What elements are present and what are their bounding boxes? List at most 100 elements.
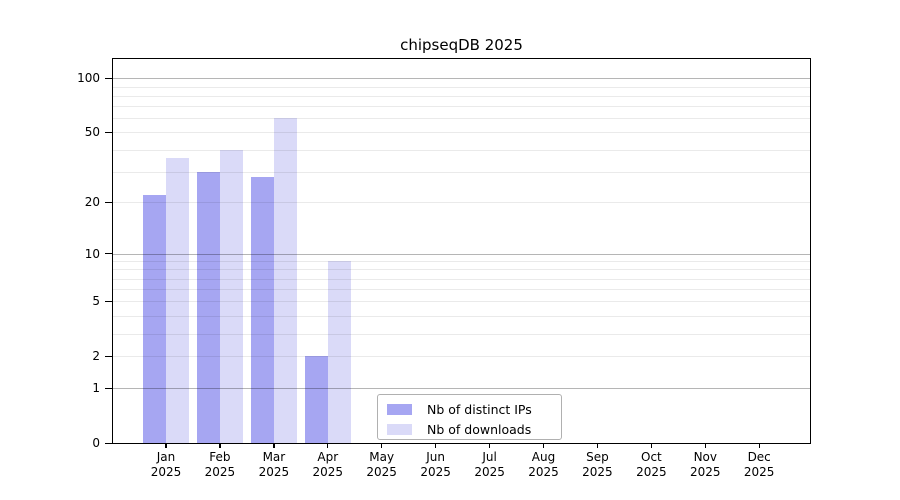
y-tick-0 bbox=[105, 442, 112, 444]
gridline-minor-90 bbox=[113, 86, 810, 88]
gridline-minor-30 bbox=[113, 171, 810, 173]
gridline-minor-2 bbox=[113, 356, 810, 358]
gridline-minor-8 bbox=[113, 269, 810, 271]
x-tick-dec bbox=[758, 444, 760, 448]
x-tick-year-oct: 2025 bbox=[636, 465, 667, 479]
legend-label-distinct-ips: Nb of distinct IPs bbox=[427, 402, 532, 417]
x-tick-label-sep: Sep 2025 bbox=[569, 450, 625, 480]
x-tick-year-jun: 2025 bbox=[420, 465, 451, 479]
gridline-minor-7 bbox=[113, 278, 810, 280]
x-tick-oct bbox=[650, 444, 653, 448]
x-tick-month-aug: Aug bbox=[531, 450, 556, 464]
x-tick-jun bbox=[435, 444, 437, 448]
x-tick-year-mar: 2025 bbox=[258, 465, 290, 479]
x-tick-month-jul: Jul bbox=[482, 450, 497, 464]
x-tick-label-aug: Aug 2025 bbox=[516, 450, 572, 480]
legend-label-downloads: Nb of downloads bbox=[427, 422, 532, 437]
gridline-major-1 bbox=[113, 388, 810, 390]
x-tick-jul bbox=[489, 444, 491, 448]
gridline-minor-3 bbox=[113, 333, 810, 335]
x-tick-label-dec: Dec 2025 bbox=[731, 450, 787, 480]
y-tick-label-100: 100 bbox=[77, 71, 100, 86]
x-tick-label-mar: Mar 2025 bbox=[246, 450, 302, 480]
x-tick-nov bbox=[704, 444, 706, 448]
x-tick-month-may: May bbox=[369, 450, 395, 464]
x-tick-year-jan: 2025 bbox=[150, 465, 182, 479]
x-tick-month-jan: Jan bbox=[156, 450, 176, 464]
chart-title: chipseqDB 2025 bbox=[400, 36, 523, 54]
y-tick-100 bbox=[105, 77, 112, 80]
x-tick-month-dec: Dec bbox=[747, 450, 771, 464]
gridline-major-10 bbox=[113, 253, 810, 255]
y-tick-label-2: 2 bbox=[92, 349, 100, 364]
bar-nb-of-downloads-apr bbox=[327, 261, 351, 443]
y-tick-label-20: 20 bbox=[84, 195, 100, 210]
gridline-minor-20 bbox=[113, 202, 810, 204]
bar-nb-of-downloads-feb bbox=[219, 149, 243, 443]
y-tick-5 bbox=[105, 300, 112, 303]
x-tick-month-sep: Sep bbox=[586, 450, 609, 464]
gridline-minor-60 bbox=[113, 118, 810, 120]
x-tick-label-nov: Nov 2025 bbox=[677, 450, 733, 480]
x-tick-label-oct: Oct 2025 bbox=[623, 450, 679, 480]
x-tick-jan bbox=[165, 444, 167, 448]
x-tick-aug bbox=[542, 444, 545, 448]
bar-nb-of-distinct-ips-jan bbox=[143, 195, 166, 443]
legend-swatch-distinct-ips-icon bbox=[387, 404, 412, 415]
gridline-minor-50 bbox=[113, 132, 810, 134]
plot-area bbox=[112, 58, 811, 444]
x-tick-label-jan: Jan 2025 bbox=[138, 450, 194, 480]
gridline-minor-80 bbox=[113, 95, 810, 97]
x-tick-month-nov: Nov bbox=[693, 450, 717, 464]
x-tick-year-jul: 2025 bbox=[474, 465, 505, 479]
x-tick-month-apr: Apr bbox=[317, 450, 339, 464]
legend: Nb of distinct IPs Nb of downloads bbox=[377, 394, 562, 440]
bar-nb-of-distinct-ips-feb bbox=[196, 171, 220, 443]
x-tick-apr bbox=[327, 444, 329, 448]
x-tick-year-sep: 2025 bbox=[582, 465, 613, 479]
gridline-major-100 bbox=[113, 78, 810, 80]
bar-nb-of-downloads-mar bbox=[273, 118, 297, 443]
legend-row-downloads: Nb of downloads bbox=[387, 421, 561, 438]
y-tick-label-0: 0 bbox=[92, 436, 100, 450]
x-tick-year-apr: 2025 bbox=[312, 465, 344, 479]
y-tick-1 bbox=[105, 387, 112, 389]
legend-swatch-downloads-icon bbox=[387, 424, 412, 435]
y-tick-20 bbox=[105, 201, 112, 204]
gridline-minor-6 bbox=[113, 289, 810, 291]
legend-row-distinct-ips: Nb of distinct IPs bbox=[387, 401, 561, 418]
y-tick-50 bbox=[105, 131, 112, 134]
x-tick-month-feb: Feb bbox=[209, 450, 231, 464]
bar-nb-of-distinct-ips-apr bbox=[304, 356, 328, 443]
bar-nb-of-distinct-ips-mar bbox=[250, 176, 274, 443]
x-tick-sep bbox=[596, 444, 599, 448]
gridline-minor-70 bbox=[113, 106, 810, 108]
bar-nb-of-downloads-jan bbox=[166, 157, 189, 443]
y-tick-label-10: 10 bbox=[84, 246, 100, 261]
gridline-minor-9 bbox=[113, 261, 810, 263]
x-tick-may bbox=[381, 444, 383, 448]
x-tick-year-nov: 2025 bbox=[690, 465, 721, 479]
gridline-minor-40 bbox=[113, 149, 810, 151]
x-tick-label-jun: Jun 2025 bbox=[408, 450, 464, 480]
x-tick-label-apr: Apr 2025 bbox=[300, 450, 356, 480]
gridline-minor-5 bbox=[113, 301, 810, 303]
x-tick-year-aug: 2025 bbox=[528, 465, 559, 479]
x-tick-month-mar: Mar bbox=[262, 450, 286, 464]
y-tick-2 bbox=[105, 355, 112, 357]
x-tick-month-jun: Jun bbox=[426, 450, 445, 464]
x-tick-year-feb: 2025 bbox=[204, 465, 236, 479]
y-tick-label-1: 1 bbox=[92, 381, 100, 396]
x-tick-label-jul: Jul 2025 bbox=[462, 450, 518, 480]
gridline-minor-4 bbox=[113, 315, 810, 317]
x-tick-feb bbox=[219, 444, 221, 448]
x-tick-mar bbox=[273, 444, 275, 448]
x-tick-label-feb: Feb 2025 bbox=[192, 450, 248, 480]
x-tick-month-oct: Oct bbox=[641, 450, 662, 464]
y-tick-10 bbox=[105, 253, 112, 255]
x-tick-year-may: 2025 bbox=[366, 465, 397, 479]
x-tick-label-may: May 2025 bbox=[354, 450, 410, 480]
x-tick-year-dec: 2025 bbox=[743, 465, 775, 479]
y-tick-label-50: 50 bbox=[84, 125, 100, 140]
